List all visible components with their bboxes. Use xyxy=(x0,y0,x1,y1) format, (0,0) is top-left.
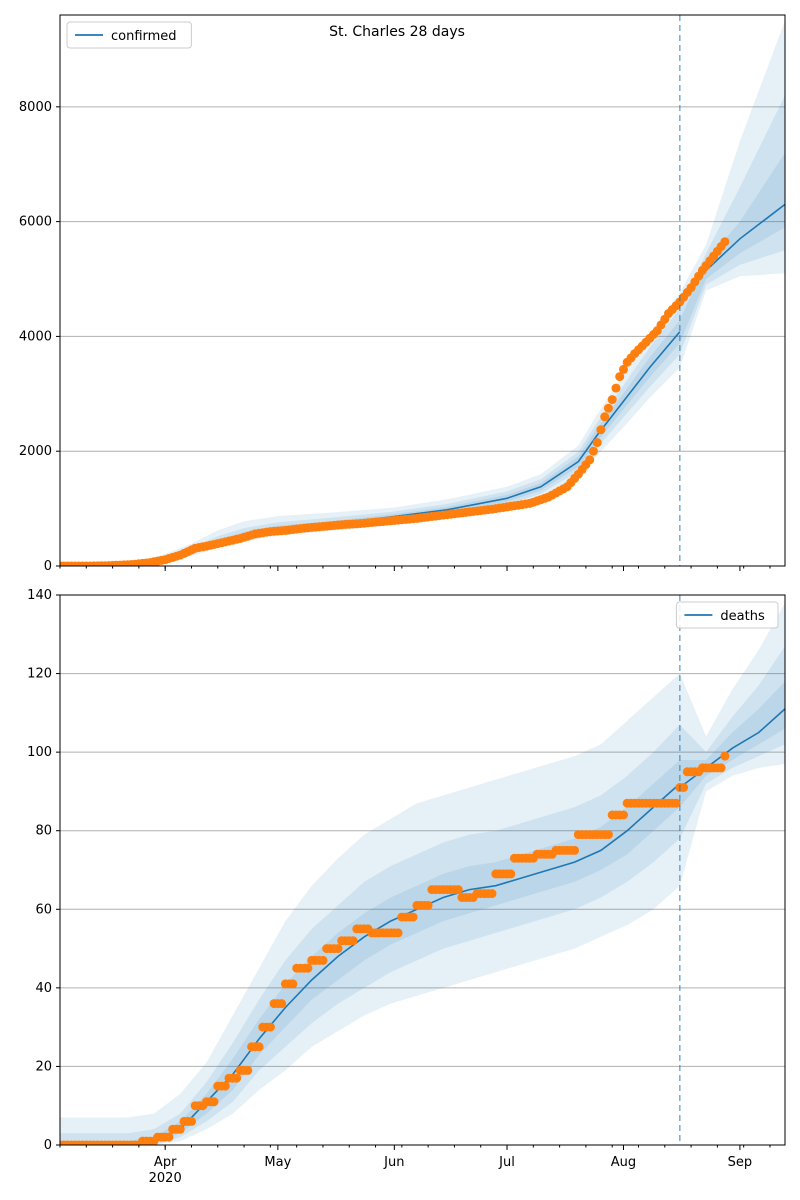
plot-area xyxy=(60,602,785,1145)
observed-point xyxy=(220,1081,230,1091)
y-tick-label: 4000 xyxy=(19,329,52,344)
observed-point xyxy=(596,425,606,435)
x-tick-label: May xyxy=(264,1155,291,1170)
observed-point xyxy=(603,403,613,413)
y-tick-label: 120 xyxy=(27,667,52,682)
uncertainty-band xyxy=(60,646,785,1145)
observed-point xyxy=(423,900,433,910)
observed-point xyxy=(209,1097,219,1107)
legend-box xyxy=(66,21,192,49)
y-tick-label: 8000 xyxy=(19,100,52,115)
observed-point xyxy=(588,446,598,456)
observed-point xyxy=(232,1073,242,1083)
y-tick-label: 140 xyxy=(27,588,52,603)
observed-point xyxy=(265,1022,275,1032)
x-tick-label: Jun xyxy=(383,1155,404,1170)
x-tick-sublabel: 2020 xyxy=(149,1171,182,1186)
observed-point xyxy=(303,963,313,973)
y-tick-label: 80 xyxy=(35,824,52,839)
x-tick-label: Apr xyxy=(154,1155,177,1170)
y-tick-label: 0 xyxy=(44,1138,52,1153)
observed-point xyxy=(671,798,681,808)
observed-point xyxy=(600,412,610,422)
observed-point xyxy=(187,1116,196,1126)
observed-point xyxy=(243,1065,253,1075)
observed-point xyxy=(716,763,726,773)
observed-point xyxy=(720,751,730,761)
observed-point xyxy=(393,928,403,938)
observed-point xyxy=(453,885,463,895)
x-tick-label: Aug xyxy=(611,1155,636,1170)
observed-point xyxy=(348,936,358,946)
axes-frame xyxy=(59,14,786,567)
legend: confirmed xyxy=(66,21,192,49)
plot-area xyxy=(60,20,785,566)
observed-point xyxy=(506,869,516,879)
y-tick-label: 6000 xyxy=(19,215,52,230)
y-tick-label: 40 xyxy=(35,981,52,996)
y-tick-label: 2000 xyxy=(19,444,52,459)
observed-point xyxy=(408,912,418,922)
x-tick-label: Jul xyxy=(498,1155,515,1170)
axes-frame xyxy=(59,594,786,1146)
legend: deaths xyxy=(675,601,779,629)
observed-point xyxy=(175,1124,185,1134)
observed-point xyxy=(619,810,628,820)
observed-point xyxy=(679,783,689,792)
legend-label: deaths xyxy=(720,609,765,624)
observed-point xyxy=(487,889,497,899)
uncertainty-band xyxy=(60,681,785,1145)
figure-title: St. Charles 28 days xyxy=(329,24,465,40)
y-tick-label: 0 xyxy=(44,559,52,574)
legend-label: confirmed xyxy=(111,29,177,44)
x-tick-label: Sep xyxy=(728,1155,753,1170)
observed-point xyxy=(611,383,621,393)
y-tick-label: 100 xyxy=(27,745,52,760)
uncertainty-band xyxy=(60,602,785,1145)
observed-point xyxy=(585,455,595,465)
observed-point xyxy=(318,955,328,965)
y-tick-label: 60 xyxy=(35,902,52,917)
observed-point xyxy=(570,845,580,855)
observed-point xyxy=(277,999,287,1009)
confirmed-panel: 0 2000 4000 6000 8000 confirmed xyxy=(19,14,786,574)
observed-point xyxy=(164,1132,174,1142)
observed-point xyxy=(720,237,730,247)
observed-point xyxy=(254,1042,264,1052)
observed-point xyxy=(603,830,613,840)
observed-point xyxy=(619,364,628,374)
observed-point xyxy=(615,372,625,382)
legend-box xyxy=(675,601,779,629)
observed-point xyxy=(288,979,298,989)
y-tick-label: 20 xyxy=(35,1059,52,1074)
observed-point xyxy=(333,944,343,954)
observed-point xyxy=(607,395,617,405)
observed-point xyxy=(592,438,602,448)
